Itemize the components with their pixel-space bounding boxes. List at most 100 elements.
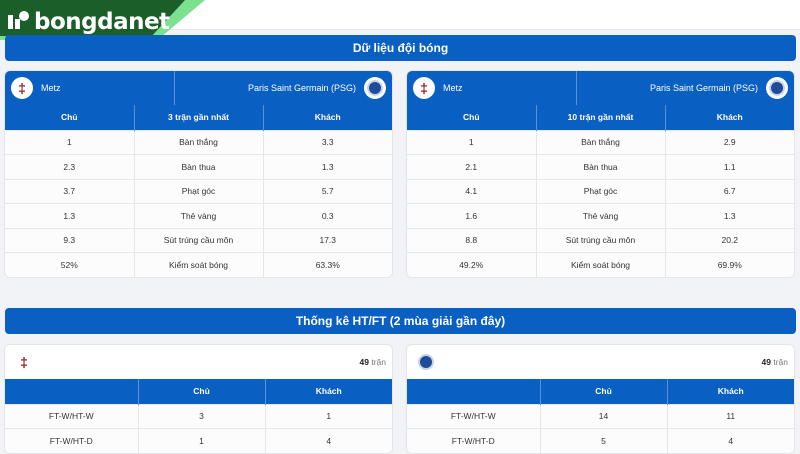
table-row: FT-W/HT-W 14 11 bbox=[407, 403, 794, 429]
htft-table: Chủ Khách FT-W/HT-W 14 11 FT-W/HT-D 5 4 bbox=[407, 379, 794, 453]
psg-crest-icon bbox=[415, 351, 437, 373]
metz-crest-icon: ‡ bbox=[13, 351, 35, 373]
col-header: Khách bbox=[265, 379, 392, 404]
table-cell: 1 bbox=[265, 403, 392, 429]
col-header: Chủ bbox=[407, 105, 537, 130]
table-row: FT-W/HT-W 3 1 bbox=[5, 403, 392, 429]
table-cell: 2.1 bbox=[407, 154, 537, 179]
table-cell: Bàn thắng bbox=[134, 129, 264, 155]
table-cell: Phạt góc bbox=[536, 178, 666, 204]
table-cell: 1.3 bbox=[5, 203, 135, 228]
table-row: 1 Bàn thắng 3.3 bbox=[5, 129, 392, 155]
table-row: 1.6 Thẻ vàng 1.3 bbox=[407, 203, 794, 228]
table-row: 2.3 Bàn thua 1.3 bbox=[5, 154, 392, 179]
table-cell: 2.3 bbox=[5, 154, 135, 179]
table-cell: Kiểm soát bóng bbox=[536, 252, 666, 277]
table-cell: Thẻ vàng bbox=[134, 203, 264, 228]
table-cell: 11 bbox=[667, 403, 794, 429]
table-cell: 1.6 bbox=[407, 203, 537, 228]
col-header: 3 trận gần nhất bbox=[134, 105, 264, 130]
table-cell: Thẻ vàng bbox=[536, 203, 666, 228]
home-team-name: Metz bbox=[41, 83, 61, 93]
away-team-name: Paris Saint Germain (PSG) bbox=[247, 83, 356, 93]
table-row: 2.1 Bàn thua 1.1 bbox=[407, 154, 794, 179]
col-header: Khách bbox=[667, 379, 794, 404]
table-cell: 14 bbox=[540, 403, 668, 429]
table-cell: 17.3 bbox=[263, 227, 392, 253]
table-row: FT-W/HT-D 1 4 bbox=[5, 428, 392, 453]
table-cell: 52% bbox=[5, 252, 135, 277]
table-row: 1.3 Thẻ vàng 0.3 bbox=[5, 203, 392, 228]
bongdanet-logo[interactable]: bongdanet bbox=[0, 0, 210, 46]
table-cell: 3 bbox=[138, 403, 266, 429]
stats-table: Chủ 10 trận gần nhất Khách 1 Bàn thắng 2.9 2.1… bbox=[407, 105, 794, 277]
table-cell: 1.1 bbox=[665, 154, 794, 179]
table-row: 49.2% Kiểm soát bóng 69.9% bbox=[407, 252, 794, 277]
metz-crest-icon: ‡ bbox=[11, 77, 33, 99]
psg-crest-icon bbox=[766, 77, 788, 99]
htft-card-away: 49 trận Chủ Khách FT-W/HT-W 14 11 FT-W/HT-D 5 4 bbox=[406, 344, 795, 454]
team-stats-card-3: ‡ Metz Paris Saint Germain (PSG) Chủ 3 trậ… bbox=[4, 70, 393, 278]
table-cell: 3.3 bbox=[263, 129, 392, 155]
table-cell: 1 bbox=[138, 428, 266, 453]
match-count: 49 trận bbox=[761, 357, 789, 367]
col-header bbox=[407, 379, 541, 404]
table-cell: 4.1 bbox=[407, 178, 537, 204]
table-cell: Sút trúng cầu môn bbox=[134, 227, 264, 253]
table-cell: 1 bbox=[5, 129, 135, 155]
col-header: 10 trận gần nhất bbox=[536, 105, 666, 130]
table-cell: FT-W/HT-D bbox=[407, 428, 541, 453]
htft-card-home: ‡ 49 trận Chủ Khách FT-W/HT-W 3 1 FT-W/HT-D 1 4 bbox=[4, 344, 393, 454]
table-cell: 4 bbox=[265, 428, 392, 453]
table-cell: 1.3 bbox=[263, 154, 392, 179]
table-row: 9.3 Sút trúng cầu môn 17.3 bbox=[5, 227, 392, 253]
col-header: Chủ bbox=[540, 379, 668, 404]
stats-table: Chủ 3 trận gần nhất Khách 1 Bàn thắng 3.3 2.3 B… bbox=[5, 105, 392, 277]
table-cell: 49.2% bbox=[407, 252, 537, 277]
table-cell: 3.7 bbox=[5, 178, 135, 204]
table-cell: FT-W/HT-D bbox=[5, 428, 139, 453]
htft-table: Chủ Khách FT-W/HT-W 3 1 FT-W/HT-D 1 4 bbox=[5, 379, 392, 453]
table-cell: 1 bbox=[407, 129, 537, 155]
away-team-name: Paris Saint Germain (PSG) bbox=[649, 83, 758, 93]
table-cell: Kiểm soát bóng bbox=[134, 252, 264, 277]
table-cell: 9.3 bbox=[5, 227, 135, 253]
home-team-name: Metz bbox=[443, 83, 463, 93]
brand-name: bongdanet bbox=[34, 9, 170, 35]
col-header bbox=[5, 379, 139, 404]
table-cell: FT-W/HT-W bbox=[407, 403, 541, 429]
section-title-htft: Thống kê HT/FT (2 mùa giải gần đây) bbox=[5, 308, 796, 334]
col-header: Chủ bbox=[5, 105, 135, 130]
table-row: 1 Bàn thắng 2.9 bbox=[407, 129, 794, 155]
team-stats-card-10: ‡ Metz Paris Saint Germain (PSG) Chủ 10 tr… bbox=[406, 70, 795, 278]
table-cell: 6.7 bbox=[665, 178, 794, 204]
table-cell: Bàn thắng bbox=[536, 129, 666, 155]
table-cell: 5 bbox=[540, 428, 668, 453]
table-row: 4.1 Phạt góc 6.7 bbox=[407, 178, 794, 204]
table-cell: 1.3 bbox=[665, 203, 794, 228]
table-cell: 0.3 bbox=[263, 203, 392, 228]
table-cell: 5.7 bbox=[263, 178, 392, 204]
table-cell: Phạt góc bbox=[134, 178, 264, 204]
col-header: Chủ bbox=[138, 379, 266, 404]
table-cell: 8.8 bbox=[407, 227, 537, 253]
metz-crest-icon: ‡ bbox=[413, 77, 435, 99]
match-count: 49 trận bbox=[359, 357, 387, 367]
table-row: 8.8 Sút trúng cầu môn 20.2 bbox=[407, 227, 794, 253]
col-header: Khách bbox=[263, 105, 392, 130]
table-cell: 63.3% bbox=[263, 252, 392, 277]
table-row: 52% Kiểm soát bóng 63.3% bbox=[5, 252, 392, 277]
table-cell: 2.9 bbox=[665, 129, 794, 155]
psg-crest-icon bbox=[364, 77, 386, 99]
table-cell: 20.2 bbox=[665, 227, 794, 253]
table-cell: 69.9% bbox=[665, 252, 794, 277]
section-title-team-data: Dữ liệu đội bóng bbox=[5, 35, 796, 61]
table-cell: FT-W/HT-W bbox=[5, 403, 139, 429]
table-cell: Bàn thua bbox=[536, 154, 666, 179]
col-header: Khách bbox=[665, 105, 794, 130]
table-row: FT-W/HT-D 5 4 bbox=[407, 428, 794, 453]
table-row: 3.7 Phạt góc 5.7 bbox=[5, 178, 392, 204]
table-cell: Sút trúng cầu môn bbox=[536, 227, 666, 253]
table-cell: Bàn thua bbox=[134, 154, 264, 179]
table-cell: 4 bbox=[667, 428, 794, 453]
